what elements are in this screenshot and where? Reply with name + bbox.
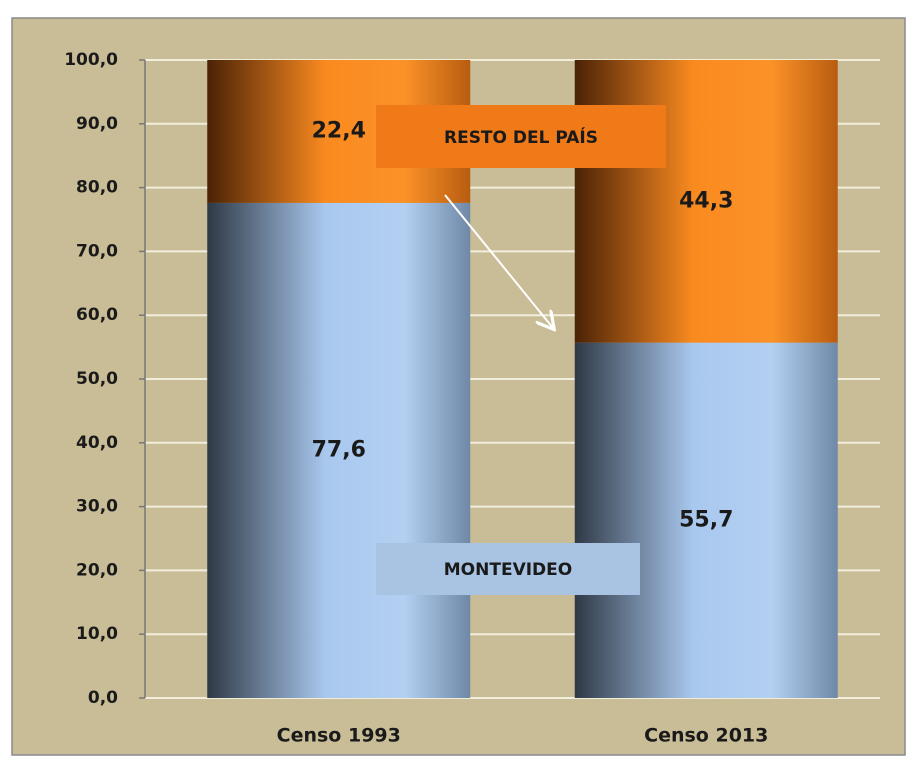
y-tick-label: 40,0 — [76, 433, 118, 453]
y-tick-label: 60,0 — [76, 305, 118, 325]
legend-label: RESTO DEL PAÍS — [444, 126, 598, 148]
legend-label: MONTEVIDEO — [444, 560, 572, 580]
y-tick-label: 10,0 — [76, 624, 118, 644]
data-label: 77,6 — [312, 437, 366, 462]
arrow — [444, 194, 553, 328]
legend-box — [376, 105, 666, 168]
y-tick-label: 0,0 — [88, 688, 118, 708]
x-tick-label: Censo 2013 — [644, 725, 768, 747]
data-label: 44,3 — [679, 188, 733, 213]
y-tick-label: 70,0 — [76, 241, 118, 261]
x-tick-label: Censo 1993 — [277, 725, 401, 747]
bar-segment — [207, 202, 471, 699]
legend-box — [376, 543, 640, 595]
bar-segment — [574, 342, 838, 698]
y-tick-label: 20,0 — [76, 560, 118, 580]
y-tick-label: 100,0 — [64, 50, 118, 70]
data-label: 55,7 — [679, 507, 733, 532]
y-tick-label: 50,0 — [76, 369, 118, 389]
y-tick-label: 90,0 — [76, 114, 118, 134]
y-tick-label: 30,0 — [76, 497, 118, 517]
y-tick-label: 80,0 — [76, 178, 118, 198]
data-label: 22,4 — [312, 118, 366, 143]
